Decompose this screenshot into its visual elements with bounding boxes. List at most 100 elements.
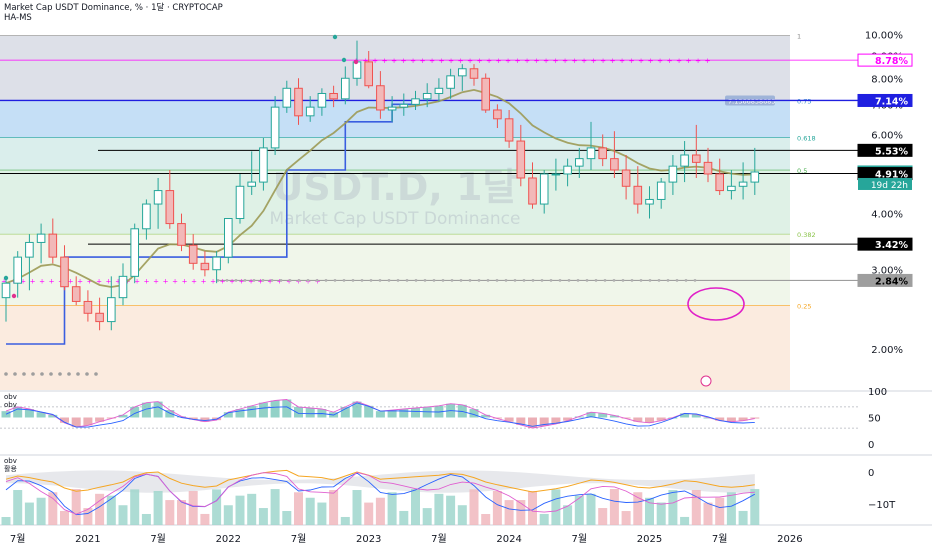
candle-body — [668, 165, 678, 183]
gray-dot — [396, 279, 400, 282]
obv-bar — [177, 416, 186, 418]
candle — [294, 78, 303, 125]
candle — [188, 234, 198, 270]
obv-bar — [270, 400, 280, 418]
obv-bar — [305, 407, 315, 418]
resistance-dot: + — [648, 57, 654, 65]
gray-dot — [243, 279, 247, 282]
candle — [422, 83, 432, 108]
obv-bar — [375, 411, 385, 418]
support-dot: + — [96, 277, 102, 285]
price-tick-label: 4.00% — [871, 210, 903, 221]
obv2-bar — [294, 492, 303, 525]
obv2-bar — [668, 490, 678, 525]
support-dot: + — [1, 277, 7, 285]
obv-bar — [703, 417, 713, 419]
candle-body — [575, 158, 584, 167]
gray-dot — [315, 279, 319, 282]
gray-dot — [657, 279, 661, 282]
obv2-bar — [528, 491, 537, 525]
candle — [165, 170, 175, 229]
obv2-bar — [60, 510, 69, 525]
highlight-ellipse — [687, 287, 745, 321]
obv2-bar — [656, 502, 666, 525]
obv-axis-label: 0 — [868, 440, 874, 451]
candle-body — [551, 173, 561, 176]
candle — [13, 251, 22, 298]
candle-body — [305, 106, 315, 117]
candle-body — [130, 228, 139, 277]
resistance-dot: + — [467, 57, 473, 65]
price-tag-label: 3.42% — [875, 240, 908, 251]
obv2-bar — [340, 516, 350, 525]
obv-bar — [106, 417, 116, 419]
resistance-dot: + — [581, 57, 587, 65]
obv2-bar — [539, 513, 549, 525]
gray-dot — [513, 279, 517, 282]
candle-body — [750, 171, 760, 183]
obv-bar — [399, 409, 409, 418]
candle — [738, 162, 748, 200]
candle-body — [259, 147, 268, 183]
candle-body — [446, 75, 455, 89]
candle — [668, 154, 678, 195]
price-tag-box — [857, 143, 913, 157]
resistance-dot: + — [591, 57, 597, 65]
obv-bar — [258, 402, 268, 418]
gray-dot — [297, 279, 301, 282]
candle-body — [586, 147, 596, 160]
candle — [83, 290, 93, 322]
candle — [317, 88, 327, 116]
gray-dot — [648, 279, 652, 282]
chart-title: Market Cap USDT Dominance, % · 1달 · CRYP… — [4, 3, 223, 13]
gray-dot — [522, 279, 526, 282]
candle — [481, 73, 490, 113]
obv2-bar — [141, 513, 151, 525]
candle-body — [95, 312, 104, 323]
time-tick-label: 7월 — [291, 533, 307, 545]
obv-bar — [71, 417, 81, 428]
gray-dot — [306, 279, 310, 282]
obv2-bar — [364, 502, 374, 525]
resistance-dot: + — [372, 57, 378, 65]
resistance-dot: + — [562, 57, 568, 65]
gray-dot — [85, 372, 89, 376]
gray-dot — [58, 372, 62, 376]
obv2-blue-line — [5, 472, 756, 516]
support-dot: + — [134, 277, 140, 285]
gray-dot — [405, 279, 409, 282]
gray-dot — [360, 279, 364, 282]
gray-dot — [378, 279, 382, 282]
fib-zone — [0, 137, 790, 171]
event-icon — [700, 375, 712, 387]
candle — [95, 297, 104, 331]
candle — [235, 173, 245, 224]
candle — [212, 251, 221, 284]
countdown-label: 19d 22h — [871, 181, 908, 191]
support-dot: + — [30, 277, 36, 285]
support-dot: + — [182, 277, 188, 285]
obv-bar — [691, 414, 701, 418]
obv2-bar — [48, 492, 58, 525]
obv2-bar — [399, 510, 409, 525]
support-dot: + — [172, 277, 178, 285]
support-dot: + — [191, 277, 197, 285]
resistance-dot: + — [391, 57, 397, 65]
support-dot: + — [277, 277, 283, 285]
candle — [270, 96, 280, 155]
obv2-bar — [329, 490, 339, 525]
price-tick-label: 3.00% — [871, 266, 903, 277]
candle-body — [60, 256, 69, 288]
support-dot: + — [115, 277, 121, 285]
obv-bar — [715, 417, 725, 421]
support-dot: + — [153, 277, 159, 285]
obv2-bar — [177, 500, 186, 525]
support-dot: + — [39, 277, 45, 285]
candle-body — [177, 223, 186, 246]
gray-dot — [423, 279, 427, 282]
candle — [387, 96, 397, 122]
gray-dot — [612, 279, 616, 282]
candle-body — [621, 169, 631, 187]
obv2-bar — [750, 489, 760, 525]
